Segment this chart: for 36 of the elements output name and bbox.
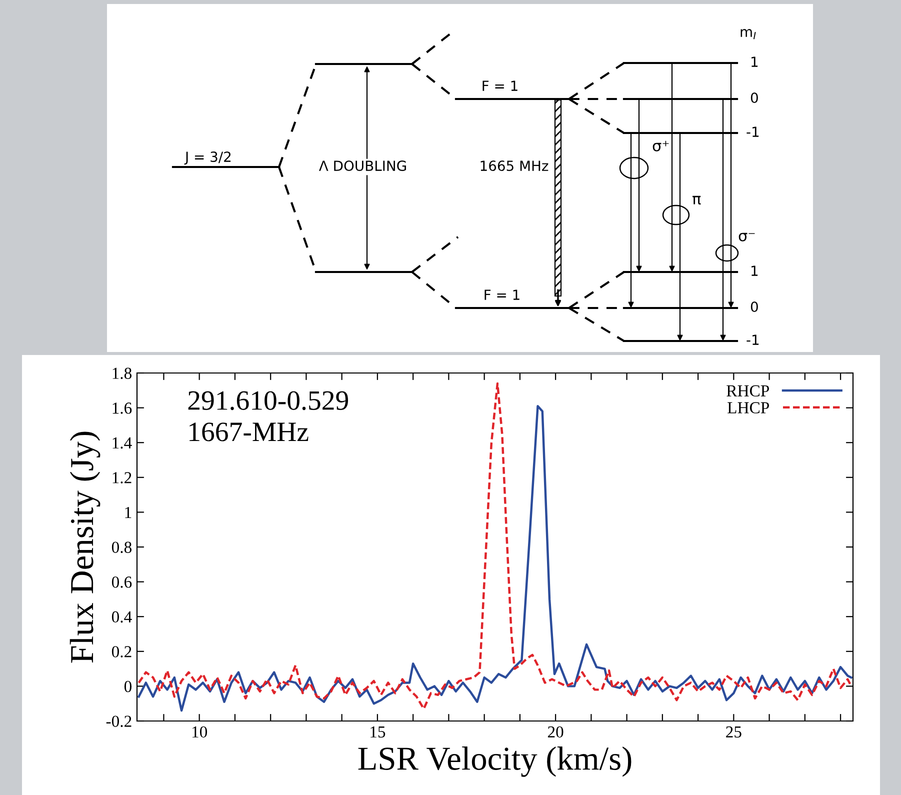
text: J = 3/2	[184, 152, 231, 165]
text: 0	[750, 302, 758, 312]
text: -1	[746, 334, 759, 345]
legend-label: LHCP	[728, 402, 769, 414]
text: m$_{I}$	[740, 29, 756, 40]
text: π	[692, 196, 701, 205]
y-tick-label: 1.6	[112, 402, 132, 414]
text: σ⁺	[652, 140, 669, 152]
text: Λ DOUBLING	[318, 160, 406, 172]
legend-label: RHCP	[726, 385, 769, 396]
text: 1	[752, 56, 758, 67]
text: F = 1	[484, 290, 520, 300]
annotation: 291.610-0.529	[188, 391, 348, 410]
x-tick-label: 15	[370, 726, 386, 738]
y-tick-label: 1.4	[112, 437, 132, 449]
text: 1665 MHz	[480, 160, 548, 172]
y-tick-label: 0.6	[112, 576, 132, 588]
x-tick-label: 10	[192, 726, 208, 738]
text: -1	[746, 126, 759, 137]
y-tick-label: 1.2	[112, 472, 132, 484]
text: F = 1	[482, 80, 518, 91]
y-tick-label: 0	[124, 680, 132, 692]
x-tick-label: 25	[726, 726, 742, 738]
y-tick-label: 1	[125, 506, 132, 518]
y-axis-title: Flux Density (Jy)	[70, 432, 100, 663]
y-tick-label: 0.2	[112, 646, 132, 658]
text: 1	[752, 266, 758, 276]
y-tick-label: 0.4	[112, 611, 132, 623]
y-tick-label: -0.2	[106, 716, 132, 728]
x-axis-title: LSR Velocity (km/s)	[358, 746, 632, 777]
y-tick-label: 1.8	[112, 368, 132, 380]
x-tick-label: 20	[548, 726, 564, 738]
text: 0	[750, 92, 758, 104]
y-tick-label: 0.8	[112, 542, 132, 554]
annotation: 1667-MHz	[190, 422, 308, 442]
text: σ⁻	[738, 232, 755, 242]
